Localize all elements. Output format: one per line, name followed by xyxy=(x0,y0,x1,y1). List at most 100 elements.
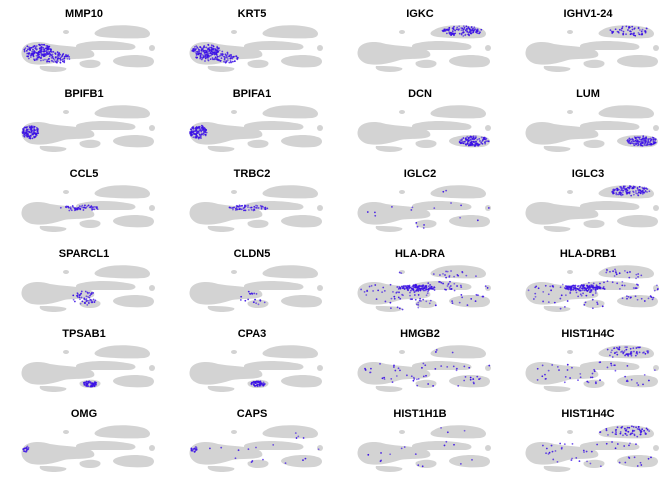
expression-point xyxy=(466,142,469,145)
expression-point xyxy=(653,369,656,372)
expression-points xyxy=(59,204,99,212)
expression-point xyxy=(448,288,451,290)
expression-point xyxy=(56,51,59,53)
expression-point xyxy=(599,465,602,468)
expression-point xyxy=(87,292,89,295)
expression-point xyxy=(408,285,411,288)
expression-point xyxy=(247,290,250,293)
umap-cell-cluster xyxy=(221,206,227,210)
expression-point xyxy=(566,369,569,371)
expression-point xyxy=(209,58,212,61)
expression-point xyxy=(297,435,300,438)
expression-point xyxy=(226,51,229,54)
umap-cell-cluster xyxy=(53,46,59,50)
umap-cell-cluster xyxy=(598,25,654,39)
expression-point xyxy=(272,443,275,446)
expression-point xyxy=(415,303,418,306)
expression-point xyxy=(416,378,418,381)
expression-point xyxy=(591,376,594,379)
umap-cell-cluster xyxy=(53,206,59,210)
expression-point xyxy=(374,211,376,214)
expression-point xyxy=(33,125,36,128)
expression-point xyxy=(558,369,560,371)
expression-point xyxy=(634,34,637,37)
expression-points xyxy=(82,380,98,388)
expression-point xyxy=(629,271,631,273)
expression-point xyxy=(205,129,208,131)
expression-point xyxy=(625,188,628,191)
expression-point xyxy=(418,299,421,302)
expression-point xyxy=(474,135,477,138)
expression-point xyxy=(649,143,652,146)
expression-point xyxy=(381,291,384,293)
expression-point xyxy=(59,57,61,60)
expression-point xyxy=(409,298,412,301)
umap-cell-cluster xyxy=(207,386,235,392)
expression-point xyxy=(209,447,211,450)
expression-point xyxy=(198,131,200,133)
expression-point xyxy=(95,382,97,384)
expression-point xyxy=(618,28,621,31)
expression-point xyxy=(578,460,581,463)
feature-plot-panel: CAPS xyxy=(168,400,336,480)
expression-point xyxy=(42,46,45,49)
expression-point xyxy=(553,301,556,304)
feature-plot-panel: HLA-DRB1 xyxy=(504,240,672,320)
expression-point xyxy=(615,433,617,436)
umap-cell-cluster xyxy=(21,282,95,305)
expression-point xyxy=(596,443,599,446)
expression-point xyxy=(396,306,399,309)
expression-point xyxy=(90,301,93,303)
umap-cell-cluster xyxy=(317,285,323,291)
expression-point xyxy=(480,141,483,144)
expression-point xyxy=(197,50,200,53)
expression-point xyxy=(236,56,239,59)
expression-point xyxy=(650,139,652,142)
expression-point xyxy=(461,296,464,299)
expression-point xyxy=(40,49,43,51)
expression-point xyxy=(628,426,631,429)
umap-cell-cluster xyxy=(189,282,263,305)
expression-point xyxy=(247,206,249,208)
expression-point xyxy=(647,143,650,146)
expression-point xyxy=(591,286,594,288)
expression-point xyxy=(545,377,547,380)
panel-title: BPIFB1 xyxy=(64,88,104,100)
expression-point xyxy=(461,138,463,141)
umap-cell-cluster xyxy=(359,47,369,57)
expression-point xyxy=(412,379,415,382)
expression-point xyxy=(576,288,579,290)
umap-cell-cluster xyxy=(557,46,563,50)
expression-point xyxy=(614,369,617,372)
expression-point xyxy=(606,280,609,283)
umap-cell-cluster xyxy=(359,207,369,217)
expression-point xyxy=(614,447,617,450)
umap-cell-cluster xyxy=(411,41,472,50)
umap-cell-cluster xyxy=(189,122,263,145)
expression-point xyxy=(393,364,395,367)
expression-point xyxy=(469,135,472,138)
umap-scatter xyxy=(21,265,155,312)
expression-point xyxy=(633,434,636,437)
expression-point xyxy=(82,209,85,211)
expression-point xyxy=(550,444,553,447)
expression-point xyxy=(235,55,238,58)
expression-point xyxy=(221,53,224,55)
expression-point xyxy=(398,286,401,289)
expression-points xyxy=(441,25,483,37)
umap-scatter xyxy=(21,345,155,392)
expression-point xyxy=(638,33,641,36)
expression-point xyxy=(204,54,206,56)
panel-title: CCL5 xyxy=(69,168,99,180)
expression-point xyxy=(559,442,562,445)
expression-point xyxy=(638,192,640,194)
umap-cell-cluster xyxy=(39,386,67,392)
expression-point xyxy=(226,53,229,55)
expression-point xyxy=(564,375,567,378)
expression-point xyxy=(626,434,628,437)
expression-point xyxy=(440,426,442,429)
expression-point xyxy=(637,189,640,191)
umap-cell-cluster xyxy=(281,295,322,308)
expression-point xyxy=(197,52,200,55)
expression-point xyxy=(475,140,477,143)
